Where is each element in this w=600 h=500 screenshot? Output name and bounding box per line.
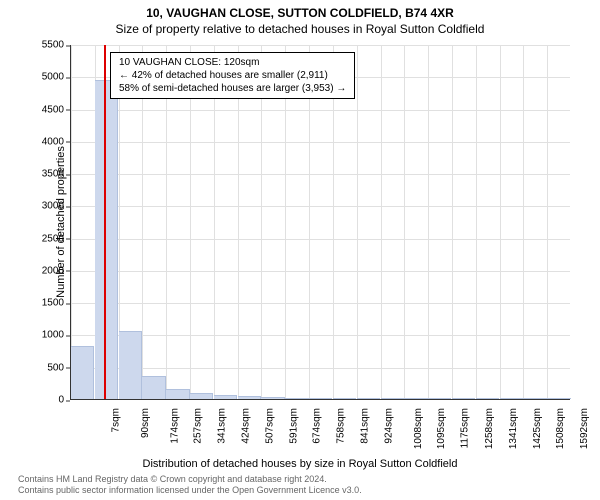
histogram-bar — [357, 398, 380, 399]
histogram-bar — [238, 396, 261, 399]
x-tick: 1008sqm — [413, 408, 424, 449]
histogram-bar — [214, 395, 237, 399]
histogram-bar — [523, 398, 546, 399]
gridline-v — [476, 45, 477, 399]
gridline-h — [71, 45, 570, 46]
histogram-bar — [500, 398, 523, 399]
x-tick: 1258sqm — [484, 408, 495, 449]
y-tick: 4000 — [24, 136, 64, 147]
gridline-v — [404, 45, 405, 399]
histogram-bar — [428, 398, 451, 399]
x-tick: 841sqm — [360, 408, 371, 444]
x-axis-label: Distribution of detached houses by size … — [0, 458, 600, 470]
histogram-bar — [285, 398, 308, 399]
gridline-h — [71, 142, 570, 143]
histogram-bar — [452, 398, 475, 399]
gridline-v — [547, 45, 548, 399]
x-tick: 674sqm — [312, 408, 323, 444]
gridline-v — [500, 45, 501, 399]
x-tick: 1341sqm — [508, 408, 519, 449]
histogram-bar — [95, 80, 118, 400]
gridline-h — [71, 271, 570, 272]
gridline-v — [381, 45, 382, 399]
gridline-h — [71, 206, 570, 207]
x-tick: 1095sqm — [437, 408, 448, 449]
x-tick: 341sqm — [217, 408, 228, 444]
y-tick: 1500 — [24, 298, 64, 309]
gridline-h — [71, 174, 570, 175]
gridline-h — [71, 303, 570, 304]
highlight-line — [104, 45, 106, 399]
x-tick: 424sqm — [241, 408, 252, 444]
annotation-line2: ← 42% of detached houses are smaller (2,… — [119, 69, 346, 82]
annotation-line1: 10 VAUGHAN CLOSE: 120sqm — [119, 56, 346, 69]
y-tick: 0 — [24, 395, 64, 406]
y-tick: 2000 — [24, 265, 64, 276]
x-tick: 924sqm — [383, 408, 394, 444]
x-tick: 90sqm — [140, 408, 151, 438]
annotation-line3: 58% of semi-detached houses are larger (… — [119, 82, 346, 95]
histogram-bar — [190, 393, 213, 399]
y-tick: 3500 — [24, 169, 64, 180]
x-tick: 257sqm — [193, 408, 204, 444]
histogram-bar — [476, 398, 499, 399]
chart-title-line1: 10, VAUGHAN CLOSE, SUTTON COLDFIELD, B74… — [0, 6, 600, 20]
gridline-h — [71, 110, 570, 111]
y-tick: 5500 — [24, 40, 64, 51]
histogram-bar — [381, 398, 404, 399]
chart-title-line2: Size of property relative to detached ho… — [0, 22, 600, 36]
gridline-h — [71, 335, 570, 336]
y-tick: 3000 — [24, 201, 64, 212]
footer: Contains HM Land Registry data © Crown c… — [18, 474, 362, 496]
y-tick: 500 — [24, 362, 64, 373]
gridline-v — [357, 45, 358, 399]
histogram-bar — [166, 389, 189, 399]
x-tick: 591sqm — [288, 408, 299, 444]
y-tick: 5000 — [24, 72, 64, 83]
x-tick: 174sqm — [169, 408, 180, 444]
x-tick: 758sqm — [336, 408, 347, 444]
x-tick: 1508sqm — [556, 408, 567, 449]
x-tick: 7sqm — [110, 408, 121, 432]
x-tick: 1175sqm — [460, 408, 471, 448]
x-tick: 1592sqm — [579, 408, 590, 449]
histogram-bar — [333, 398, 356, 399]
histogram-bar — [261, 397, 284, 399]
y-tick: 1000 — [24, 330, 64, 341]
y-tick: 2500 — [24, 233, 64, 244]
gridline-h — [71, 368, 570, 369]
annotation-box: 10 VAUGHAN CLOSE: 120sqm ← 42% of detach… — [110, 52, 355, 99]
histogram-bar — [142, 376, 165, 399]
x-tick: 1425sqm — [532, 408, 543, 449]
gridline-v — [452, 45, 453, 399]
histogram-bar — [309, 398, 332, 399]
gridline-v — [523, 45, 524, 399]
histogram-bar — [547, 398, 570, 399]
gridline-h — [71, 239, 570, 240]
y-tick: 4500 — [24, 104, 64, 115]
histogram-bar — [71, 346, 94, 399]
x-tick: 507sqm — [264, 408, 275, 444]
gridline-v — [428, 45, 429, 399]
histogram-bar — [404, 398, 427, 399]
footer-line1: Contains HM Land Registry data © Crown c… — [18, 474, 362, 485]
footer-line2: Contains public sector information licen… — [18, 485, 362, 496]
histogram-bar — [119, 331, 142, 399]
